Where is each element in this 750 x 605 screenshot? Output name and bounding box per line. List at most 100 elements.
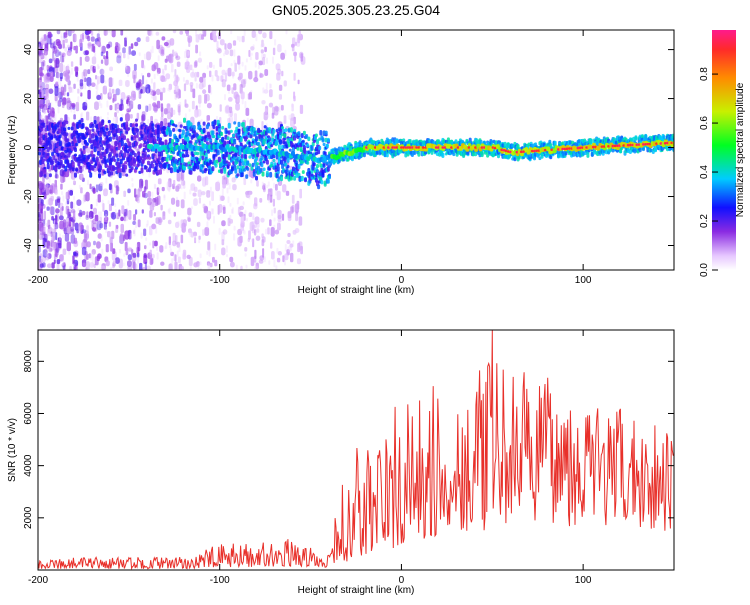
spectrogram-cell-1820 bbox=[226, 187, 229, 194]
spectrogram-cell-1760 bbox=[168, 187, 171, 193]
spectrogram-cell-917 bbox=[229, 49, 234, 57]
spectrogram-cell-1882 bbox=[47, 253, 50, 257]
spectrogram-cell-331 bbox=[188, 228, 192, 234]
spectrogram-cell-772 bbox=[177, 256, 181, 264]
spectrogram-cell-1928 bbox=[42, 122, 46, 128]
spectrogram-cell-602 bbox=[161, 49, 164, 55]
spectrogram-cell-1563 bbox=[208, 212, 211, 218]
spectrogram-cell-374 bbox=[291, 204, 295, 213]
spectrogram-cell-1497 bbox=[231, 208, 233, 214]
spectrogram-cell-1889 bbox=[255, 265, 258, 270]
spectrogram-cell-560 bbox=[111, 30, 116, 38]
spectrogram-cell-1847 bbox=[131, 89, 134, 94]
spectrogram-cell-2311 bbox=[112, 165, 116, 171]
spectrogram-cell-411 bbox=[109, 66, 113, 72]
spectrogram-cell-683 bbox=[82, 101, 88, 111]
spectrogram-cell-1037 bbox=[40, 52, 45, 60]
spectrogram-cell-274 bbox=[231, 87, 234, 94]
spectrogram-cell-2450 bbox=[137, 151, 141, 156]
chart-title: GN05.2025.305.23.25.G04 bbox=[272, 2, 440, 18]
spectrogram-cell-2858 bbox=[211, 166, 215, 172]
spectrogram-cell-3216 bbox=[276, 170, 280, 175]
spectrogram-cell-1753 bbox=[59, 233, 61, 241]
spectrogram-cell-1313 bbox=[131, 90, 136, 101]
spectrogram-cell-1377 bbox=[260, 217, 265, 223]
spectrogram-cell-605 bbox=[126, 99, 129, 105]
spectrogram-cell-2545 bbox=[154, 165, 158, 171]
spectrogram-cell-528 bbox=[106, 50, 109, 59]
spectrogram-cell-2006 bbox=[56, 153, 60, 157]
spectrogram-cell-3005 bbox=[238, 150, 242, 156]
spectrogram-cell-1400 bbox=[65, 201, 68, 206]
spectrogram-cell-1317 bbox=[151, 223, 157, 230]
spectrogram-cell-812 bbox=[115, 116, 118, 124]
spectrogram-cell-1741 bbox=[68, 251, 71, 255]
spectrogram-cell-1374 bbox=[297, 34, 300, 44]
spectrogram-cell-1492 bbox=[82, 51, 85, 55]
spectrogram-cell-815 bbox=[97, 233, 102, 239]
spectrogram-cell-2701 bbox=[183, 117, 186, 123]
spectrogram-cell-1262 bbox=[38, 48, 41, 57]
spectrogram-cell-2704 bbox=[184, 154, 188, 158]
spectrogram-cell-1975 bbox=[51, 160, 55, 165]
spectrogram-cell-39 bbox=[174, 254, 177, 262]
spectrogram-cell-709 bbox=[87, 35, 91, 42]
spectrogram-cell-1333 bbox=[138, 79, 142, 84]
spectrogram-cell-1485 bbox=[168, 207, 171, 215]
spectrogram-cell-62 bbox=[85, 214, 89, 220]
spectrogram-cell-175 bbox=[50, 206, 55, 216]
spectrogram-cell-1590 bbox=[218, 227, 221, 235]
spectrogram-cell-204 bbox=[70, 61, 74, 67]
spectrogram-cells bbox=[38, 30, 674, 270]
spectrogram-cell-697 bbox=[38, 223, 41, 232]
spectrogram-cell-3483 bbox=[324, 130, 328, 136]
spectrogram-cell-600 bbox=[47, 253, 52, 259]
spectrogram-cell-763 bbox=[85, 191, 90, 202]
spectrogram-cell-1010 bbox=[120, 223, 124, 233]
spectrogram-cell-935 bbox=[161, 186, 165, 192]
spectrogram-cell-1682 bbox=[163, 215, 166, 220]
spectrogram-cell-2631 bbox=[169, 155, 173, 161]
spectrogram-cell-1346 bbox=[228, 116, 233, 125]
spectrogram-cell-2286 bbox=[107, 170, 111, 177]
spectrogram-cell-1692 bbox=[74, 34, 77, 42]
spectrogram-cell-232 bbox=[155, 31, 160, 36]
spectrogram-cell-925 bbox=[86, 111, 90, 121]
spectrogram-cell-879 bbox=[66, 50, 72, 57]
spectrogram-cell-1893 bbox=[79, 89, 82, 95]
spectrogram-cell-655 bbox=[277, 251, 282, 256]
spectrogram-cell-1716 bbox=[262, 43, 265, 48]
spectrogram-cell-1052 bbox=[116, 55, 122, 64]
spectrogram-cell-788 bbox=[186, 30, 189, 37]
spectrogram-cell-1743 bbox=[134, 78, 137, 87]
spectrogram-cell-1477 bbox=[67, 80, 70, 85]
spectrogram-cell-1437 bbox=[45, 30, 48, 36]
spectrogram-cell-1772 bbox=[244, 101, 247, 109]
spectrogram-cell-1119 bbox=[103, 55, 106, 60]
spectrogram-cell-1762 bbox=[130, 233, 133, 240]
spectrogram-cell-1622 bbox=[123, 253, 126, 257]
spectrogram-cell-2941 bbox=[226, 136, 230, 141]
spectrogram-cell-1650 bbox=[235, 264, 238, 270]
spectrogram-cell-1344 bbox=[162, 77, 167, 82]
spectrogram-cell-1125 bbox=[54, 86, 59, 96]
spectrogram-cell-497 bbox=[103, 188, 108, 197]
spectrogram-cell-1199 bbox=[300, 53, 303, 62]
spectrogram-cell-965 bbox=[97, 76, 100, 85]
spectrogram-cell-1328 bbox=[272, 47, 276, 56]
spectrogram-cell-3231 bbox=[279, 139, 282, 145]
spectrogram-cell-2574 bbox=[160, 150, 164, 157]
spectrogram-cell-49 bbox=[209, 61, 213, 68]
spectrogram-cell-1895 bbox=[199, 51, 202, 57]
spectrogram-cell-1204 bbox=[38, 79, 43, 85]
spectrogram-cell-1649 bbox=[112, 77, 114, 85]
spectrogram-cell-472 bbox=[194, 71, 197, 82]
spectrogram-cell-1540 bbox=[277, 222, 279, 228]
spectrogram-cell-1710 bbox=[91, 252, 94, 260]
spectrogram-cell-1536 bbox=[212, 208, 214, 215]
spectrogram-cell-1571 bbox=[272, 56, 274, 64]
spectrogram-cell-1718 bbox=[127, 174, 130, 178]
spectrogram-cell-1618 bbox=[157, 55, 160, 61]
spectrogram-cell-1729 bbox=[214, 243, 217, 251]
spectrogram-cell-555 bbox=[123, 211, 126, 222]
